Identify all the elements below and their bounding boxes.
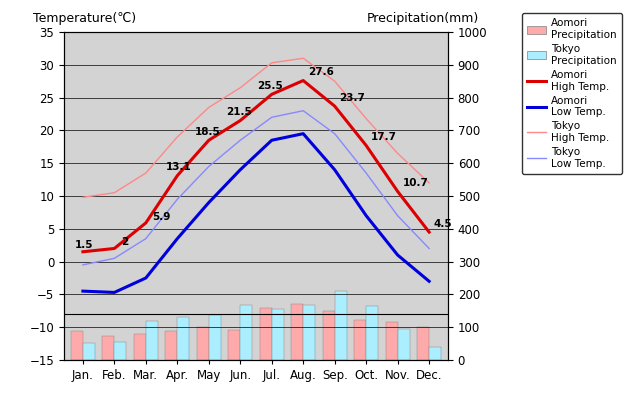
Aomori High Temp. [362, 143, 370, 148]
Tokyo High Temp. [173, 134, 181, 139]
Bar [272, 310, 284, 360]
Aomori High Temp. [300, 78, 307, 83]
Tokyo Low Temp. [394, 213, 401, 218]
Bar [83, 343, 95, 360]
Line: Aomori Low Temp.: Aomori Low Temp. [83, 134, 429, 292]
Text: 4.5: 4.5 [434, 219, 452, 229]
Bar [146, 321, 158, 360]
Aomori High Temp. [236, 118, 244, 123]
Tokyo Low Temp. [142, 236, 150, 241]
Tokyo High Temp. [331, 79, 339, 84]
Bar [260, 308, 272, 360]
Tokyo Low Temp. [205, 164, 212, 169]
Bar [417, 327, 429, 360]
Aomori High Temp. [111, 246, 118, 251]
Bar [303, 305, 315, 360]
Line: Tokyo High Temp.: Tokyo High Temp. [83, 58, 429, 197]
Bar [177, 317, 189, 360]
Tokyo Low Temp. [268, 115, 276, 120]
Tokyo Low Temp. [173, 197, 181, 202]
Aomori Low Temp. [79, 289, 87, 294]
Text: 18.5: 18.5 [195, 127, 220, 137]
Text: 25.5: 25.5 [257, 81, 284, 91]
Tokyo High Temp. [300, 56, 307, 61]
Bar [354, 320, 366, 360]
Bar [291, 304, 303, 360]
Aomori Low Temp. [300, 131, 307, 136]
Aomori High Temp. [142, 220, 150, 225]
Bar [335, 291, 347, 360]
Line: Tokyo Low Temp.: Tokyo Low Temp. [83, 111, 429, 265]
Bar [115, 342, 126, 360]
Text: 23.7: 23.7 [339, 93, 365, 103]
Bar [71, 331, 83, 360]
Tokyo High Temp. [142, 171, 150, 176]
Aomori High Temp. [79, 249, 87, 254]
Bar [134, 334, 146, 360]
Tokyo Low Temp. [425, 246, 433, 251]
Tokyo Low Temp. [111, 256, 118, 261]
Bar [165, 332, 177, 360]
Text: 21.5: 21.5 [226, 107, 252, 117]
Tokyo High Temp. [205, 105, 212, 110]
Tokyo High Temp. [394, 151, 401, 156]
Aomori High Temp. [394, 189, 401, 194]
Line: Aomori High Temp.: Aomori High Temp. [83, 80, 429, 252]
Text: 2: 2 [121, 237, 128, 247]
Text: Temperature(℃): Temperature(℃) [33, 12, 136, 26]
Text: 27.6: 27.6 [308, 67, 334, 77]
Aomori Low Temp. [205, 200, 212, 205]
Text: 13.1: 13.1 [166, 162, 192, 172]
Bar [386, 322, 397, 360]
Bar [429, 347, 441, 360]
Tokyo Low Temp. [331, 131, 339, 136]
Tokyo High Temp. [79, 195, 87, 200]
Bar [228, 330, 240, 360]
Aomori Low Temp. [425, 279, 433, 284]
Bar [366, 306, 378, 360]
Aomori Low Temp. [331, 167, 339, 172]
Tokyo Low Temp. [300, 108, 307, 113]
Bar [240, 305, 252, 360]
Tokyo Low Temp. [79, 262, 87, 267]
Legend: Aomori
Precipitation, Tokyo
Precipitation, Aomori
High Temp., Aomori
Low Temp., : Aomori Precipitation, Tokyo Precipitatio… [522, 13, 622, 174]
Aomori Low Temp. [362, 213, 370, 218]
Aomori High Temp. [425, 230, 433, 234]
Tokyo Low Temp. [236, 138, 244, 143]
Tokyo High Temp. [362, 116, 370, 121]
Text: 10.7: 10.7 [403, 178, 428, 188]
Tokyo High Temp. [236, 85, 244, 90]
Tokyo High Temp. [425, 180, 433, 185]
Text: Precipitation(mm): Precipitation(mm) [367, 12, 479, 26]
Tokyo High Temp. [268, 60, 276, 65]
Tokyo High Temp. [111, 190, 118, 195]
Text: 5.9: 5.9 [152, 212, 170, 222]
Aomori High Temp. [205, 138, 212, 143]
Bar [397, 330, 410, 360]
Aomori Low Temp. [111, 290, 118, 295]
Text: 1.5: 1.5 [75, 240, 93, 250]
Aomori Low Temp. [142, 276, 150, 280]
Aomori High Temp. [331, 104, 339, 108]
Bar [102, 336, 115, 360]
Aomori Low Temp. [394, 253, 401, 258]
Aomori High Temp. [173, 173, 181, 178]
Bar [209, 315, 221, 360]
Aomori Low Temp. [268, 138, 276, 143]
Bar [197, 327, 209, 360]
Text: 17.7: 17.7 [371, 132, 397, 142]
Bar [323, 312, 335, 360]
Aomori Low Temp. [236, 167, 244, 172]
Aomori Low Temp. [173, 236, 181, 241]
Aomori High Temp. [268, 92, 276, 97]
Tokyo Low Temp. [362, 171, 370, 176]
